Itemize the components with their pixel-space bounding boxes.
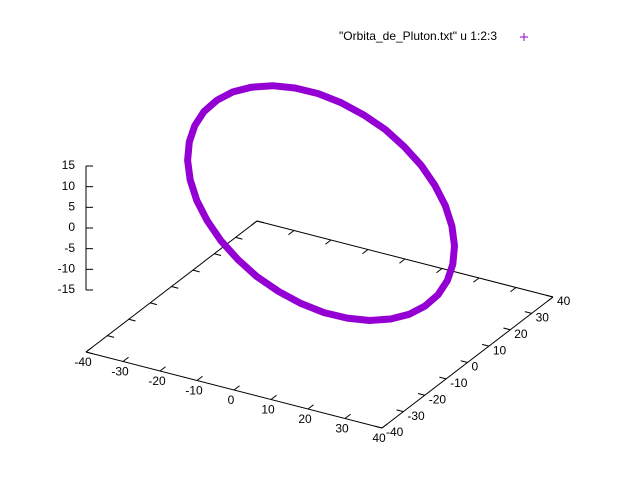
y-tick-mirror (107, 335, 115, 338)
y-tick-label: -40 (386, 425, 404, 439)
x-tick-label: 30 (335, 422, 349, 436)
x-tick (85, 347, 92, 353)
y-tick-mirror (128, 318, 136, 322)
x-tick (122, 356, 129, 362)
y-tick-label: 0 (472, 360, 479, 374)
x-tick-mirror (436, 268, 443, 274)
z-tick-label: -15 (58, 282, 76, 296)
legend-label: "Orbita_de_Pluton.txt" u 1:2:3 (339, 29, 497, 43)
x-tick-label: -30 (111, 365, 129, 379)
y-tick (524, 311, 532, 314)
y-tick (417, 393, 425, 396)
legend-marker (520, 33, 528, 41)
y-tick (396, 409, 404, 413)
x-tick-mirror (251, 220, 258, 226)
z-tick-label: 0 (68, 220, 75, 234)
x-tick-label: 10 (261, 403, 275, 417)
y-tick-label: 10 (493, 343, 507, 357)
x-tick-mirror (510, 287, 517, 293)
y-tick (503, 327, 511, 331)
y-tick-label: 30 (536, 311, 550, 325)
y-tick-mirror (85, 351, 93, 355)
x-tick (233, 385, 240, 391)
y-tick (375, 425, 383, 429)
z-tick-label: -5 (64, 241, 75, 255)
y-tick-mirror (256, 220, 264, 224)
x-tick-label: 20 (298, 412, 312, 426)
x-tick (307, 404, 314, 410)
x-tick-mirror (473, 277, 480, 283)
z-tick-label: 5 (68, 200, 75, 214)
y-tick-mirror (150, 302, 158, 306)
y-tick-mirror (214, 253, 222, 256)
x-tick (381, 423, 388, 429)
y-tick-label: 20 (514, 327, 528, 341)
x-tick-mirror (325, 239, 332, 245)
x-tick (270, 394, 277, 400)
z-tick-label: 10 (62, 179, 76, 193)
z-tick-label: 15 (62, 158, 76, 172)
x-tick-label: -20 (148, 374, 166, 388)
x-tick-mirror (399, 258, 406, 264)
y-tick-label: -20 (429, 392, 447, 406)
y-tick-label: -10 (450, 376, 468, 390)
z-tick-label: -10 (58, 262, 76, 276)
x-tick-mirror (362, 249, 369, 255)
x-tick-label: 40 (372, 431, 386, 445)
y-tick-mirror (171, 286, 179, 289)
x-tick-label: -40 (74, 355, 92, 369)
y-tick-label: -30 (407, 409, 425, 423)
y-tick-mirror (192, 269, 200, 273)
x-tick-label: -10 (185, 384, 203, 398)
y-tick (460, 360, 468, 363)
y-tick-mirror (235, 236, 243, 240)
y-tick-label: 40 (557, 294, 571, 308)
x-tick (196, 375, 203, 381)
x-tick-mirror (547, 296, 554, 302)
x-tick (159, 366, 166, 372)
y-tick (481, 343, 489, 347)
orbit (184, 82, 458, 324)
x-tick-mirror (288, 230, 295, 236)
x-tick (344, 413, 351, 419)
y-tick (439, 376, 447, 380)
y-tick (546, 294, 554, 298)
x-tick-label: 0 (228, 393, 235, 407)
